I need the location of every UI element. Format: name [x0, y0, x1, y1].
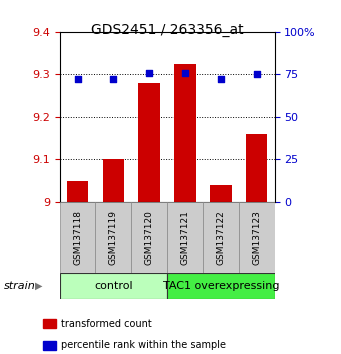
Bar [246, 134, 267, 202]
Bar [138, 83, 160, 202]
Bar [210, 185, 232, 202]
Bar [167, 202, 203, 273]
Text: TAC1 overexpressing: TAC1 overexpressing [163, 281, 279, 291]
Text: GSM137123: GSM137123 [252, 210, 261, 265]
Text: control: control [94, 281, 133, 291]
Text: GSM137120: GSM137120 [145, 210, 154, 265]
Bar [60, 273, 167, 299]
Bar [203, 202, 239, 273]
Bar [174, 64, 196, 202]
Text: GSM137122: GSM137122 [216, 210, 225, 264]
Point [254, 72, 259, 77]
Text: transformed count: transformed count [61, 319, 152, 329]
Bar [95, 202, 131, 273]
Point [182, 70, 188, 75]
Text: GSM137118: GSM137118 [73, 210, 82, 265]
Text: GSM137121: GSM137121 [180, 210, 190, 265]
Bar [67, 181, 88, 202]
Text: GSM137119: GSM137119 [109, 210, 118, 265]
Bar [60, 202, 95, 273]
Bar [239, 202, 275, 273]
Text: GDS2451 / 263356_at: GDS2451 / 263356_at [91, 23, 243, 37]
Point [110, 76, 116, 82]
Bar [103, 159, 124, 202]
Bar [167, 273, 275, 299]
Point [218, 76, 223, 82]
Text: percentile rank within the sample: percentile rank within the sample [61, 340, 226, 350]
Point [75, 76, 80, 82]
Text: strain: strain [3, 281, 35, 291]
Text: ▶: ▶ [35, 281, 43, 291]
Point [146, 70, 152, 75]
Bar [131, 202, 167, 273]
